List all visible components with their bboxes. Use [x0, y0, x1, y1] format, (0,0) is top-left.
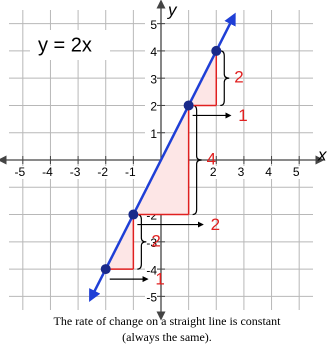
tick-bg: [262, 166, 275, 179]
tick-bg: [234, 166, 247, 179]
x-tick-label: -1: [125, 165, 136, 179]
run-label: 2: [211, 215, 220, 234]
rise-label: 2: [234, 68, 243, 87]
tick-bg: [69, 166, 82, 179]
y-tick-label: 3: [150, 72, 157, 86]
point: [100, 264, 111, 275]
rise-label: 2: [151, 231, 160, 250]
chart-title: y = 2x: [38, 34, 92, 56]
rise-label: 4: [207, 149, 216, 168]
line: [89, 12, 236, 302]
x-tick-label: 4: [265, 165, 272, 179]
x-tick-label: -4: [42, 165, 53, 179]
y-tick-label: -5: [146, 291, 157, 305]
run-label: 1: [155, 270, 164, 289]
x-tick-label: 3: [238, 165, 245, 179]
title-box: [30, 30, 110, 60]
caption-line: The rate of change on a straight line is…: [54, 314, 282, 328]
tick-bg: [13, 166, 26, 179]
tick-bg: [290, 166, 303, 179]
point: [211, 45, 222, 56]
point: [128, 209, 139, 220]
run-label: 1: [238, 106, 247, 125]
y-axis-label: y: [167, 0, 178, 19]
x-tick-label: -5: [14, 165, 25, 179]
x-axis-label: x: [317, 145, 327, 164]
y-tick-label: 5: [150, 18, 157, 32]
point: [183, 100, 194, 111]
x-tick-label: 5: [293, 165, 300, 179]
x-tick-label: -3: [70, 165, 81, 179]
caption-line: (always the same).: [122, 330, 212, 344]
marks: 2 1 4 2 2 1: [89, 12, 248, 302]
y-tick-label: 2: [150, 100, 157, 114]
y-tick-label: 1: [150, 127, 157, 141]
y-tick-label: 4: [150, 45, 157, 59]
tick-bg: [41, 166, 54, 179]
x-tick-label: -2: [97, 165, 108, 179]
